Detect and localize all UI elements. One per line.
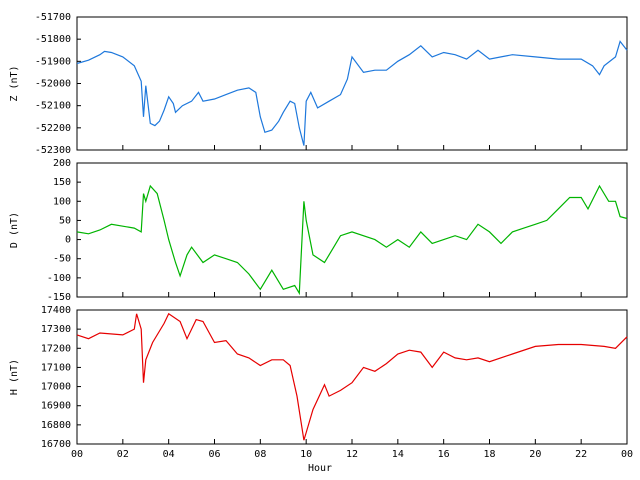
x-tick-label: 08 [254,449,266,460]
x-tick-label: 00 [621,449,633,460]
x-axis-label: Hour [308,463,332,474]
y-tick-label: -52100 [35,101,71,112]
x-tick-label: 10 [300,449,312,460]
y-tick-label: -52000 [35,79,71,90]
y-tick-label: 0 [65,235,71,246]
y-tick-label: 17400 [41,305,71,316]
x-tick-label: 02 [117,449,129,460]
y-tick-label: 16700 [41,439,71,450]
x-tick-label: 04 [163,449,175,460]
x-tick-label: 00 [71,449,83,460]
y-tick-label: 17100 [41,362,71,373]
x-tick-label: 06 [208,449,220,460]
y-tick-label: -150 [47,292,71,303]
data-line [76,40,628,146]
y-tick-label: 150 [53,177,71,188]
y-tick-label: 200 [53,158,71,169]
x-tick-label: 18 [483,449,495,460]
x-tick-label: 20 [529,449,541,460]
y-tick-label: 16900 [41,401,71,412]
x-tick-label: 12 [346,449,358,460]
y-tick-label: -51900 [35,56,71,67]
y-axis-label: Z (nT) [9,65,20,101]
y-tick-label: 17200 [41,343,71,354]
y-tick-label: 50 [59,215,71,226]
y-tick-label: -51700 [35,12,71,23]
y-tick-label: -50 [53,254,71,265]
y-tick-label: 16800 [41,420,71,431]
y-axis-label: D (nT) [9,212,20,248]
data-line [76,312,628,441]
x-tick-label: 16 [438,449,450,460]
y-axis-label: H (nT) [9,359,20,395]
y-tick-label: 17300 [41,324,71,335]
plot-frame [76,162,628,298]
y-tick-label: -52300 [35,145,71,156]
y-tick-label: -52200 [35,123,71,134]
y-tick-label: -51800 [35,34,71,45]
y-tick-label: 100 [53,196,71,207]
x-tick-label: 22 [575,449,587,460]
x-tick-label: 14 [392,449,404,460]
y-tick-label: -100 [47,273,71,284]
plot-frame [76,16,628,151]
data-line [76,184,628,296]
y-tick-label: 17000 [41,382,71,393]
